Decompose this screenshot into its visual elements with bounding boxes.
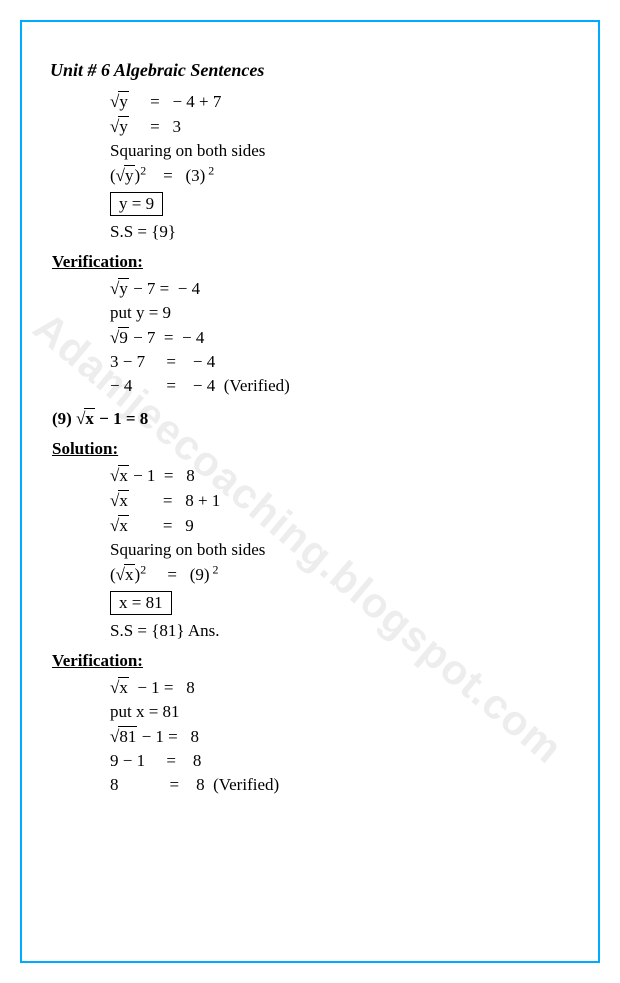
solution-heading: Solution:: [52, 439, 570, 459]
eq-line: y − 7 = − 4: [110, 278, 570, 299]
verification-heading: Verification:: [52, 651, 570, 671]
unit-title: Unit # 6 Algebraic Sentences: [50, 60, 570, 81]
verification-heading: Verification:: [52, 252, 570, 272]
eq-line: 9 − 1 = 8: [110, 751, 570, 771]
solution-set: S.S = {81} Ans.: [110, 621, 570, 641]
eq-line: − 4 = − 4 (Verified): [110, 376, 570, 396]
eq-line: y = 3: [110, 116, 570, 137]
eq-line: (x)2 = (9) 2: [110, 564, 570, 585]
eq-line: 81 − 1 = 8: [110, 726, 570, 747]
eq-line: y = − 4 + 7: [110, 91, 570, 112]
eq-line: x − 1 = 8: [110, 465, 570, 486]
eq-line: x = 9: [110, 515, 570, 536]
boxed-answer: x = 81: [110, 589, 570, 617]
boxed-answer: y = 9: [110, 190, 570, 218]
content-frame: Adamjeecoaching.blogspot.com Unit # 6 Al…: [20, 20, 600, 963]
text-line: put x = 81: [110, 702, 570, 722]
text-line: Squaring on both sides: [110, 141, 570, 161]
text-line: put y = 9: [110, 303, 570, 323]
page: Adamjeecoaching.blogspot.com Unit # 6 Al…: [0, 0, 620, 983]
eq-line: 3 − 7 = − 4: [110, 352, 570, 372]
eq-line: x = 8 + 1: [110, 490, 570, 511]
solution-set: S.S = {9}: [110, 222, 570, 242]
text-line: Squaring on both sides: [110, 540, 570, 560]
eq-line: 9 − 7 = − 4: [110, 327, 570, 348]
eq-line: x − 1 = 8: [110, 677, 570, 698]
eq-line: 8 = 8 (Verified): [110, 775, 570, 795]
eq-line: (y)2 = (3) 2: [110, 165, 570, 186]
problem-statement: (9) x − 1 = 8: [52, 408, 570, 429]
